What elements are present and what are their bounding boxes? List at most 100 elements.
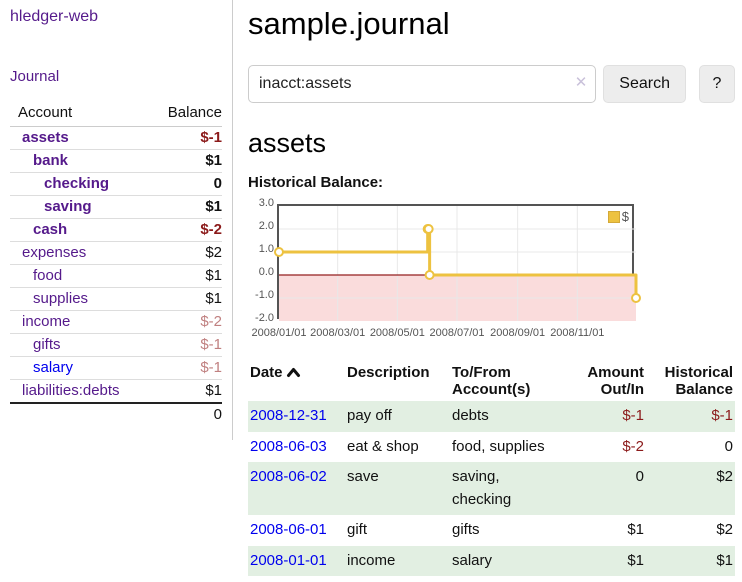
register-header-amount: Amount Out/In <box>587 364 644 398</box>
register-balance: $1 <box>716 551 733 569</box>
sidebar-account-link-saving[interactable]: saving <box>44 198 92 215</box>
x-axis-tick-label: 2008/11/01 <box>550 327 605 339</box>
account-row: income $-2 <box>10 310 222 334</box>
register-row[interactable]: 2008-06-03 eat & shop food, supplies $-2 0 <box>248 432 735 463</box>
account-balance: $-1 <box>145 356 222 380</box>
account-balance: $1 <box>145 264 222 288</box>
sidebar-divider <box>232 0 233 440</box>
register-header-balance: Historical Balance <box>664 364 733 398</box>
search-form: ✕ Search ? <box>248 65 735 103</box>
register-accounts: gifts <box>452 521 480 538</box>
transaction-date-link[interactable]: 2008-12-31 <box>250 407 327 424</box>
account-balance: $1 <box>145 379 222 403</box>
register-description: save <box>347 468 379 485</box>
sidebar-account-link-assets[interactable]: assets <box>22 129 69 146</box>
register-description: income <box>347 551 396 569</box>
sidebar-account-link-supplies[interactable]: supplies <box>33 290 89 307</box>
sidebar-account-link-food[interactable]: food <box>33 267 63 284</box>
sidebar-account-link-salary[interactable]: salary <box>33 359 74 376</box>
account-row: supplies $1 <box>10 287 222 311</box>
clear-search-icon[interactable]: ✕ <box>574 74 588 91</box>
account-balance: $1 <box>145 195 222 219</box>
balance-column-header: Balance <box>145 101 222 127</box>
account-balance: $2 <box>145 241 222 265</box>
chart-canvas <box>274 206 641 321</box>
x-axis-tick-label: 2008/07/01 <box>429 327 485 339</box>
sidebar-item-journal[interactable]: Journal <box>10 68 60 85</box>
register-amount: $-1 <box>622 407 644 424</box>
register-description: eat & shop <box>347 437 419 455</box>
balance-total: 0 <box>145 402 222 426</box>
sidebar-account-link-checking[interactable]: checking <box>44 175 110 192</box>
historical-balance-chart: $ 3.0 2.0 1.0 0.0 -1.0 -2.0 2008/01/01 2008/03/… <box>248 197 735 347</box>
balance-total-row: 0 <box>10 402 222 426</box>
account-row: assets $-1 <box>10 127 222 150</box>
transaction-date-link[interactable]: 2008-06-01 <box>250 521 327 538</box>
sidebar: hledger-web Journal Account Balance asse… <box>0 0 232 426</box>
register-header-accounts: To/From Account(s) <box>452 364 531 398</box>
search-button[interactable]: Search <box>603 65 686 103</box>
register-amount: 0 <box>635 468 644 485</box>
sidebar-account-link-income[interactable]: income <box>22 313 71 330</box>
account-row: expenses $2 <box>10 241 222 265</box>
y-axis-tick-label: 2.0 <box>258 220 274 232</box>
y-axis-tick-label: -2.0 <box>255 312 274 324</box>
y-axis-tick-label: 0.0 <box>258 266 274 278</box>
account-row: salary $-1 <box>10 356 222 380</box>
account-row: bank $1 <box>10 149 222 173</box>
account-balance: $-1 <box>145 333 222 357</box>
register-balance: 0 <box>724 437 733 455</box>
transaction-date-link[interactable]: 2008-06-03 <box>250 437 327 455</box>
sidebar-account-link-bank[interactable]: bank <box>33 152 69 169</box>
y-axis-tick-label: -1.0 <box>255 289 274 301</box>
register-row[interactable]: 2008-12-31 pay off debts $-1 $-1 <box>248 401 735 432</box>
account-row: liabilities:debts $1 <box>10 379 222 403</box>
x-axis-tick-label: 2008/01/01 <box>251 327 307 339</box>
sidebar-account-link-liabilities-debts[interactable]: liabilities:debts <box>22 382 120 399</box>
register-description: pay off <box>347 407 392 424</box>
transaction-date-link[interactable]: 2008-01-01 <box>250 551 327 569</box>
register-header-date[interactable]: Date <box>248 361 345 401</box>
sidebar-account-link-expenses[interactable]: expenses <box>22 244 87 261</box>
x-axis-tick-label: 2008/05/01 <box>369 327 425 339</box>
legend-label: $ <box>621 209 629 224</box>
chart-plot-area: $ <box>274 204 641 321</box>
register-accounts: debts <box>452 407 489 424</box>
register-accounts: saving, checking <box>452 468 512 508</box>
search-input[interactable] <box>248 65 597 103</box>
account-row: food $1 <box>10 264 222 288</box>
y-axis-tick-label: 3.0 <box>258 197 274 209</box>
account-balance: 0 <box>145 172 222 196</box>
chart-title: Historical Balance: <box>248 174 384 191</box>
register-table: Date Description To/From Account(s) Amou… <box>248 361 735 576</box>
register-balance: $-1 <box>711 407 733 424</box>
search-help-button[interactable]: ? <box>699 65 735 103</box>
main-content: sample.journal ✕ Search ? assets Histori… <box>248 0 735 576</box>
account-balance: $-2 <box>145 310 222 334</box>
account-row: gifts $-1 <box>10 333 222 357</box>
transaction-date-link[interactable]: 2008-06-02 <box>250 468 327 485</box>
sidebar-account-link-cash[interactable]: cash <box>33 221 68 238</box>
register-balance: $2 <box>716 521 733 538</box>
register-amount: $1 <box>627 521 644 538</box>
register-row[interactable]: 2008-06-01 gift gifts $1 $2 <box>248 515 735 546</box>
sort-up-icon <box>286 365 301 382</box>
register-row[interactable]: 2008-06-02 save saving, checking 0 $2 <box>248 462 735 515</box>
account-balance: $-1 <box>200 129 222 146</box>
account-balance: $-2 <box>145 218 222 242</box>
x-axis-tick-label: 2008/09/01 <box>490 327 546 339</box>
account-column-header: Account <box>10 101 146 127</box>
sidebar-account-link-gifts[interactable]: gifts <box>33 336 61 353</box>
register-description: gift <box>347 521 368 538</box>
account-balance-table: Account Balance assets $-1 bank $1 checking 0… <box>10 101 222 426</box>
register-balance: $2 <box>716 468 733 485</box>
account-balance: $1 <box>145 287 222 311</box>
register-amount: $1 <box>627 551 644 569</box>
register-row[interactable]: 2008-01-01 income salary $1 $1 <box>248 545 735 576</box>
register-amount: $-2 <box>622 437 644 455</box>
page-title: sample.journal <box>248 6 450 41</box>
account-balance: $1 <box>145 149 222 173</box>
register-accounts: salary <box>452 551 493 569</box>
app-brand-link[interactable]: hledger-web <box>10 8 99 25</box>
x-axis-tick-label: 2008/03/01 <box>310 327 366 339</box>
